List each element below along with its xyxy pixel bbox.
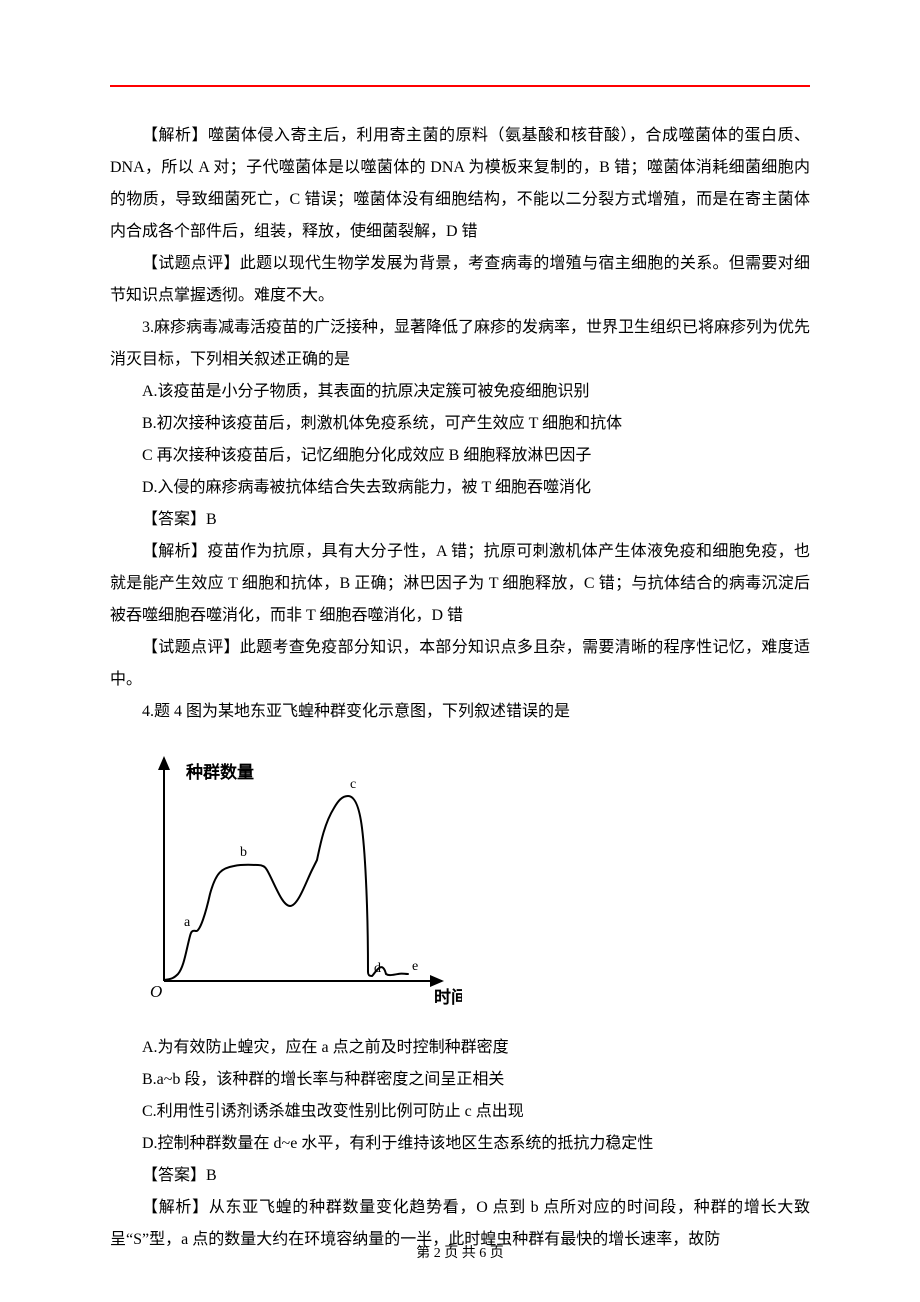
question3-option-b: B.初次接种该疫苗后，刺激机体免疫系统，可产生效应 T 细胞和抗体 — [110, 408, 810, 440]
svg-text:O: O — [150, 982, 162, 1001]
question3-explanation: 【解析】疫苗作为抗原，具有大分子性，A 错；抗原可刺激机体产生体液免疫和细胞免疫… — [110, 536, 810, 632]
top-rule — [110, 85, 810, 87]
svg-text:a: a — [184, 915, 191, 930]
svg-text:c: c — [350, 777, 356, 792]
question4-chart: 种群数量时间 Oa b c d e — [110, 746, 810, 1018]
question4-option-c: C.利用性引诱剂诱杀雄虫改变性别比例可防止 c 点出现 — [110, 1096, 810, 1128]
content: 【解析】噬菌体侵入寄主后，利用寄主菌的原料（氨基酸和核苷酸），合成噬菌体的蛋白质… — [110, 120, 810, 1256]
page: 【解析】噬菌体侵入寄主后，利用寄主菌的原料（氨基酸和核苷酸），合成噬菌体的蛋白质… — [0, 0, 920, 1302]
population-chart-svg: 种群数量时间 Oa b c d e — [142, 746, 462, 1006]
question3-stem: 3.麻疹病毒减毒活疫苗的广泛接种，显著降低了麻疹的发病率，世界卫生组织已将麻疹列… — [110, 312, 810, 376]
question4-option-a: A.为有效防止蝗灾，应在 a 点之前及时控制种群密度 — [110, 1032, 810, 1064]
svg-text:时间: 时间 — [434, 987, 462, 1006]
svg-text:e: e — [412, 959, 418, 974]
svg-text:种群数量: 种群数量 — [185, 762, 254, 782]
svg-text:d: d — [374, 961, 381, 976]
question4-option-d: D.控制种群数量在 d~e 水平，有利于维持该地区生态系统的抵抗力稳定性 — [110, 1128, 810, 1160]
review-q2: 【试题点评】此题以现代生物学发展为背景，考查病毒的增殖与宿主细胞的关系。但需要对… — [110, 248, 810, 312]
question4-option-b: B.a~b 段，该种群的增长率与种群密度之间呈正相关 — [110, 1064, 810, 1096]
explanation-q2: 【解析】噬菌体侵入寄主后，利用寄主菌的原料（氨基酸和核苷酸），合成噬菌体的蛋白质… — [110, 120, 810, 248]
question3-review: 【试题点评】此题考查免疫部分知识，本部分知识点多且杂，需要清晰的程序性记忆，难度… — [110, 632, 810, 696]
page-footer: 第 2 页 共 6 页 — [0, 1242, 920, 1262]
question4-answer: 【答案】B — [110, 1160, 810, 1192]
question3-option-c: C 再次接种该疫苗后，记忆细胞分化成效应 B 细胞释放淋巴因子 — [110, 440, 810, 472]
question3-answer: 【答案】B — [110, 504, 810, 536]
svg-text:b: b — [240, 845, 247, 860]
question3-option-d: D.入侵的麻疹病毒被抗体结合失去致病能力，被 T 细胞吞噬消化 — [110, 472, 810, 504]
question3-option-a: A.该疫苗是小分子物质，其表面的抗原决定簇可被免疫细胞识别 — [110, 376, 810, 408]
question4-stem: 4.题 4 图为某地东亚飞蝗种群变化示意图，下列叙述错误的是 — [110, 696, 810, 728]
